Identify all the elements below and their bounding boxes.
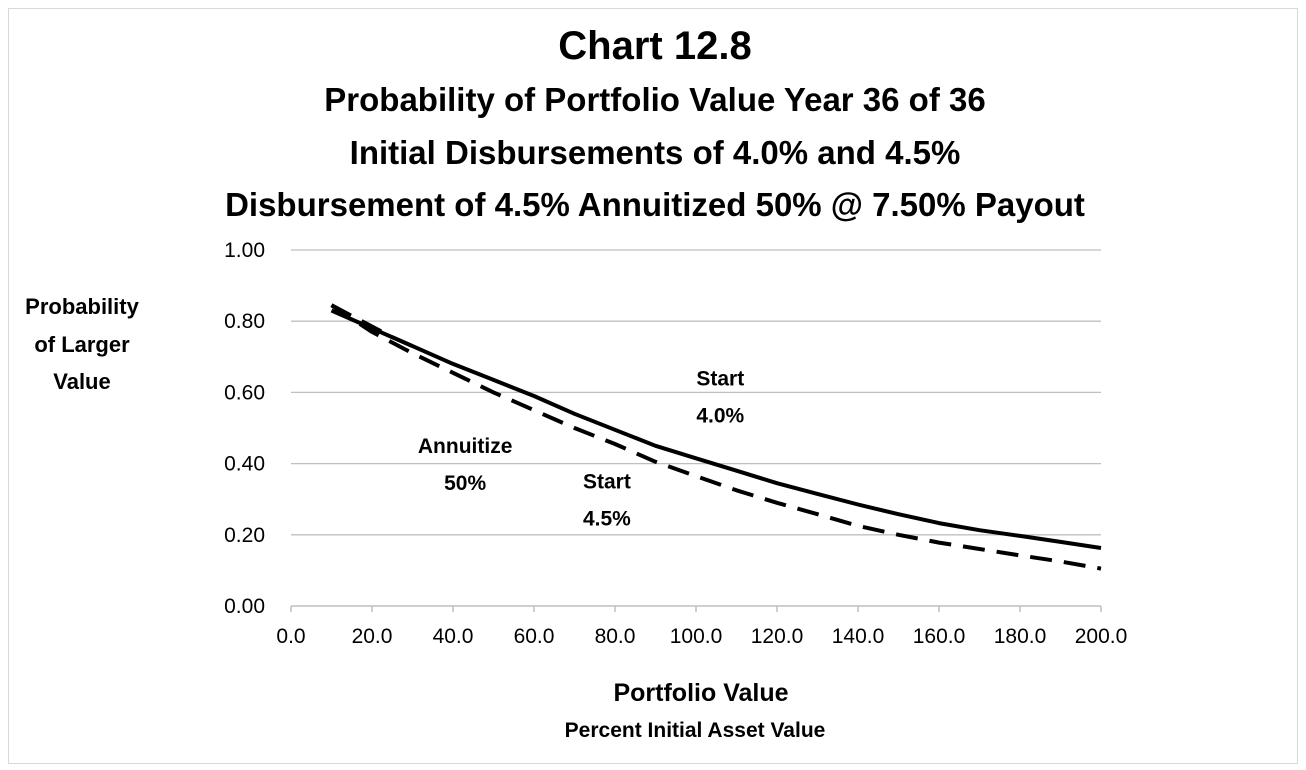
chart-frame: Chart 12.8 Probability of Portfolio Valu… [8,8,1298,764]
x-tick-label: 200.0 [1075,625,1128,648]
y-axis-label-line-3: Value [53,369,110,394]
gridlines [291,249,1101,536]
x-tick-label: 0.0 [276,625,305,648]
x-tick-label: 40.0 [433,625,474,648]
annotation-label: 50% [444,472,486,495]
annotation-label: Annuitize [418,435,513,458]
x-tick-label: 100.0 [670,625,723,648]
x-tick-label: 80.0 [595,625,636,648]
x-tick-label: 140.0 [832,625,885,648]
axes [290,605,1102,612]
annotation-label: 4.0% [696,404,744,427]
series-line-2 [330,303,1102,571]
y-axis-label-line-1: Probability [25,294,139,319]
series-line-3 [330,303,414,348]
x-tick-label: 20.0 [352,625,393,648]
y-tick-label: 1.00 [224,239,265,262]
annotations: Start 4.0% Start 4.5% Annuitize 50% [418,367,745,530]
x-axis-label: Portfolio Value [613,679,788,707]
y-axis-label-line-2: of Larger [34,332,130,357]
y-tick-label: 0.60 [224,381,265,404]
annotation-label: Start [583,471,631,494]
chart-subtitle-3: Disbursement of 4.5% Annuitized 50% @ 7.… [225,186,1085,223]
annotation-label: 4.5% [583,508,631,531]
x-tick-label: 160.0 [913,625,966,648]
x-tick-label: 120.0 [751,625,804,648]
y-tick-label: 0.00 [224,595,265,618]
chart-subtitle-1: Probability of Portfolio Value Year 36 o… [324,81,985,118]
x-tick-label: 180.0 [994,625,1047,648]
x-axis-sublabel: Percent Initial Asset Value [565,719,826,742]
chart-title: Chart 12.8 [558,24,751,68]
annotation-label: Start [696,367,744,390]
x-tick-label: 60.0 [514,625,555,648]
y-tick-label: 0.80 [224,310,265,333]
y-tick-label: 0.20 [224,524,265,547]
chart-svg: Chart 12.8 Probability of Portfolio Valu… [25,24,1127,742]
y-tick-label: 0.40 [224,453,265,476]
series-lines [330,303,1102,571]
chart-subtitle-2: Initial Disbursements of 4.0% and 4.5% [350,134,961,171]
series-line-1 [330,308,1102,550]
tick-labels: 0.00 0.20 0.40 0.60 0.80 1.00 0.0 20.0 40.0 60.0 8… [224,239,1127,648]
